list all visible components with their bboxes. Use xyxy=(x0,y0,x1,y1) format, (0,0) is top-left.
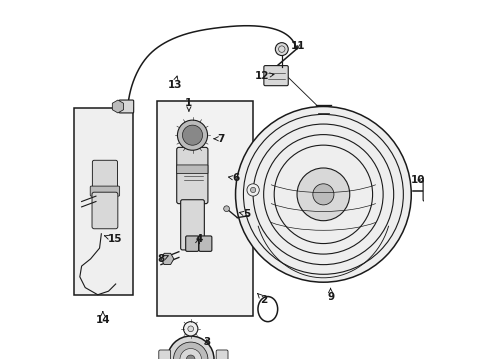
Text: 14: 14 xyxy=(95,312,110,325)
Circle shape xyxy=(186,355,195,360)
Bar xyxy=(156,101,253,316)
Circle shape xyxy=(246,184,259,196)
Circle shape xyxy=(312,184,333,205)
Circle shape xyxy=(182,125,202,145)
Text: 15: 15 xyxy=(104,234,122,244)
FancyBboxPatch shape xyxy=(199,236,211,251)
Text: 1: 1 xyxy=(185,98,192,111)
Text: 3: 3 xyxy=(203,337,210,347)
Text: 4: 4 xyxy=(195,234,202,244)
Circle shape xyxy=(173,342,207,360)
Text: 5: 5 xyxy=(239,209,249,219)
Circle shape xyxy=(167,336,214,360)
FancyBboxPatch shape xyxy=(119,100,133,113)
Text: 2: 2 xyxy=(257,293,267,305)
FancyBboxPatch shape xyxy=(185,236,198,251)
FancyBboxPatch shape xyxy=(90,186,120,196)
FancyBboxPatch shape xyxy=(159,350,170,360)
Text: 10: 10 xyxy=(410,175,425,185)
Circle shape xyxy=(275,42,287,55)
FancyBboxPatch shape xyxy=(92,192,118,229)
Circle shape xyxy=(223,206,229,212)
FancyBboxPatch shape xyxy=(180,200,204,250)
FancyBboxPatch shape xyxy=(92,160,117,189)
Circle shape xyxy=(180,348,201,360)
Circle shape xyxy=(235,107,410,282)
Circle shape xyxy=(177,120,207,150)
Text: 7: 7 xyxy=(214,134,224,144)
FancyBboxPatch shape xyxy=(176,147,207,204)
Text: 13: 13 xyxy=(167,76,182,90)
FancyBboxPatch shape xyxy=(216,350,227,360)
Text: 8: 8 xyxy=(157,254,168,264)
Text: 11: 11 xyxy=(290,41,304,50)
Bar xyxy=(74,108,133,295)
FancyBboxPatch shape xyxy=(264,66,287,86)
Circle shape xyxy=(296,168,349,221)
Text: 12: 12 xyxy=(255,71,273,81)
Circle shape xyxy=(187,326,193,332)
Circle shape xyxy=(183,321,198,336)
FancyBboxPatch shape xyxy=(176,165,207,174)
Text: 6: 6 xyxy=(228,173,239,183)
Text: 9: 9 xyxy=(326,288,333,302)
Circle shape xyxy=(250,187,255,193)
FancyBboxPatch shape xyxy=(422,180,438,201)
